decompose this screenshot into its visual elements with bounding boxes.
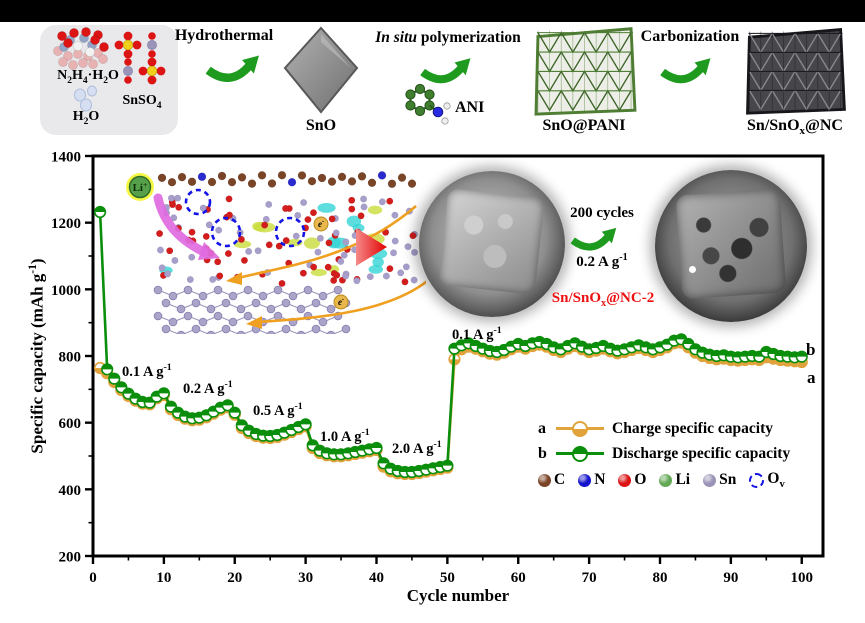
h2o-label: H2O <box>72 109 100 127</box>
data-point-discharge <box>228 406 241 419</box>
x-tick-label: 80 <box>652 570 667 586</box>
legend-row-discharge: b Discharge specific capacity <box>538 441 853 466</box>
svg-text:e-: e- <box>318 218 324 229</box>
svg-text:e-: e- <box>338 296 344 307</box>
sno-label: SnO <box>305 117 337 134</box>
x-tick-label: 90 <box>723 570 738 586</box>
lithium-atom-icon <box>659 473 673 487</box>
aniline-molecule-graphic <box>405 83 451 125</box>
y-tick-label: 200 <box>59 550 82 566</box>
rate-annotation-0: 0.1 A g-1 <box>122 362 172 380</box>
atom-legend: C N O Li Sn Ov <box>538 470 853 490</box>
rate-annotation-1: 0.2 A g-1 <box>183 379 233 397</box>
rate-annotation-3: 1.0 A g-1 <box>320 427 370 445</box>
sn-snox-nc-label: Sn/SnOx@NC <box>747 117 843 138</box>
data-point-discharge <box>299 418 312 431</box>
x-tick-label: 10 <box>156 570 171 586</box>
reactant-molecules-graphic <box>53 27 166 112</box>
hydrothermal-arrow-icon <box>205 55 259 82</box>
sample-name-label: Sn/SnOx@NC-2 <box>551 290 655 309</box>
series-letter-a: a <box>807 368 816 387</box>
data-point-discharge <box>164 400 178 413</box>
sem-particle <box>438 188 545 295</box>
data-point-discharge <box>129 392 142 405</box>
y-tick-label: 400 <box>59 483 82 499</box>
x-axis-title: Cycle number <box>406 586 510 605</box>
atom-legend-oxygen: O <box>618 471 646 489</box>
discharge-marker-icon <box>556 445 604 462</box>
data-point-discharge <box>157 387 170 400</box>
y-tick-label: 1400 <box>51 150 81 166</box>
snso4-label: SnSO4 <box>122 93 162 111</box>
ani-label: ANI <box>455 99 485 116</box>
data-point-discharge <box>93 205 107 219</box>
sem-image-before-cycling <box>419 171 565 317</box>
tin-atom-icon <box>703 473 717 487</box>
y-tick-label: 600 <box>59 416 82 432</box>
sno-pani-label: SnO@PANI <box>542 117 626 134</box>
x-tick-label: 40 <box>369 570 384 586</box>
data-point-discharge <box>108 372 121 385</box>
svg-text:Li+: Li+ <box>133 180 148 194</box>
atom-legend-carbon: C <box>538 471 565 489</box>
hydrothermal-label: Hydrothermal <box>174 27 274 44</box>
x-tick-label: 50 <box>440 570 455 586</box>
red-triangle-arrow-icon <box>356 228 387 266</box>
data-point-discharge <box>221 399 234 412</box>
chart-legend: a Charge specific capacity b Discharge s… <box>538 416 853 490</box>
data-point-discharge <box>441 459 454 472</box>
series-letter-b: b <box>806 340 816 359</box>
sno-pani-cube-graphic <box>534 27 637 116</box>
bright-particle <box>689 266 696 273</box>
x-tick-label: 70 <box>582 570 597 586</box>
data-point-discharge <box>370 441 383 455</box>
polymerization-arrow-icon <box>420 58 471 84</box>
oxygen-atom-icon <box>618 473 632 487</box>
carbonization-label: Carbonization <box>640 28 740 45</box>
atom-legend-nitrogen: N <box>578 471 605 489</box>
rate-annotation-5: 0.1 A g-1 <box>452 325 502 343</box>
y-tick-label: 800 <box>59 350 82 366</box>
rate-annotation-2: 0.5 A g-1 <box>253 401 303 419</box>
atom-legend-oxygen-vacancy: Ov <box>749 470 785 490</box>
n2h4-h2o-label: N2H4·H2O <box>57 68 119 86</box>
legend-key-a: a <box>538 419 546 437</box>
sn-snox-nc-cube-graphic <box>746 28 846 115</box>
rate-annotation-4: 2.0 A g-1 <box>392 439 442 457</box>
cycling-arrow-icon <box>570 227 617 251</box>
sem-particle <box>675 188 787 300</box>
sem-image-after-cycling <box>655 170 807 322</box>
legend-key-b: b <box>538 444 547 462</box>
x-tick-label: 30 <box>298 570 313 586</box>
atom-legend-lithium: Li <box>659 471 690 489</box>
polymerization-label: In situ polymerization <box>375 29 521 46</box>
top-black-bar <box>0 0 865 22</box>
lithiation-mechanism-inset: e-e- Li+ <box>126 170 426 334</box>
x-tick-label: 60 <box>511 570 526 586</box>
carbonization-arrow-icon <box>660 58 711 84</box>
data-point-discharge <box>505 340 518 353</box>
oxygen-vacancy-icon <box>749 472 765 488</box>
y-tick-label: 1000 <box>51 283 81 299</box>
data-point-discharge <box>469 339 482 353</box>
legend-text-charge: Charge specific capacity <box>612 419 773 437</box>
data-point-discharge <box>101 363 114 376</box>
cycling-rate-annotation: 0.2 A g-1 <box>576 252 628 270</box>
x-tick-label: 20 <box>227 570 242 586</box>
legend-row-charge: a Charge specific capacity <box>538 416 853 441</box>
x-tick-label: 100 <box>790 570 813 586</box>
sno-plate-graphic <box>283 26 359 114</box>
legend-text-discharge: Discharge specific capacity <box>612 444 791 462</box>
y-tick-label: 1200 <box>51 216 81 232</box>
charge-marker-icon <box>556 420 604 437</box>
nitrogen-atom-icon <box>578 473 592 487</box>
atom-legend-tin: Sn <box>703 471 736 489</box>
x-tick-label: 0 <box>89 570 97 586</box>
carbon-atom-icon <box>538 473 551 487</box>
data-point-discharge <box>795 350 808 363</box>
cycles-annotation: 200 cycles <box>570 205 634 221</box>
